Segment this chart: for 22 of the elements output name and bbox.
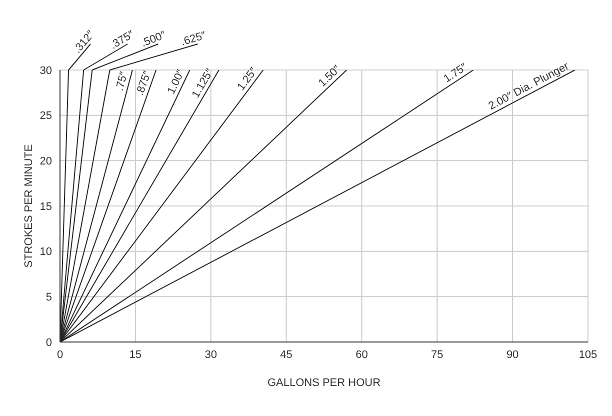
x-tick-label: 0 <box>56 348 64 361</box>
text: .625″ <box>180 30 208 48</box>
y-tick-label: 0 <box>46 336 52 349</box>
x-tick-label: 90 <box>506 348 519 361</box>
y-tick-label: 20 <box>40 156 52 168</box>
y-tick-label: 15 <box>40 200 52 213</box>
y-tick-label: 30 <box>40 64 52 77</box>
y-tick-label: 5 <box>46 292 52 304</box>
x-tick-label: 75 <box>431 348 444 361</box>
text: 1.00″ <box>165 68 188 96</box>
x-axis-title: GALLONS PER HOUR <box>267 377 381 389</box>
text: .75″ <box>114 70 130 92</box>
y-tick-label: 10 <box>40 246 52 258</box>
x-tick-label: 60 <box>356 348 368 361</box>
x-tick-label: 105 <box>578 348 598 361</box>
x-tick-label: 45 <box>280 348 292 361</box>
text: .500″ <box>140 29 168 50</box>
x-tick-label: 15 <box>129 348 142 361</box>
y-axis-title: STROKES PER MINUTE <box>22 144 35 268</box>
text: .875″ <box>134 69 154 98</box>
y-tick-label: 25 <box>40 110 52 122</box>
x-tick-label: 30 <box>204 348 217 361</box>
